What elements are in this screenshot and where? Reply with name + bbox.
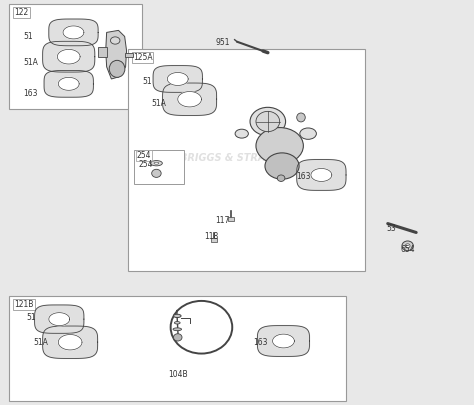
Polygon shape	[58, 335, 82, 350]
Polygon shape	[44, 70, 93, 97]
Polygon shape	[178, 92, 201, 107]
Polygon shape	[49, 313, 70, 326]
Bar	[211, 238, 217, 242]
Text: 122: 122	[14, 8, 28, 17]
Bar	[128, 49, 365, 271]
Text: 163: 163	[296, 172, 311, 181]
Polygon shape	[167, 72, 188, 85]
Circle shape	[405, 244, 410, 248]
Text: 254: 254	[137, 151, 151, 160]
Polygon shape	[297, 160, 346, 190]
Text: 51A: 51A	[152, 99, 166, 108]
Text: 951: 951	[216, 38, 230, 47]
Polygon shape	[163, 83, 217, 115]
Polygon shape	[43, 326, 98, 358]
Ellipse shape	[109, 60, 125, 77]
Ellipse shape	[250, 107, 285, 136]
Polygon shape	[43, 41, 95, 72]
Ellipse shape	[235, 129, 248, 138]
Circle shape	[402, 241, 413, 251]
Polygon shape	[35, 305, 84, 333]
Ellipse shape	[256, 128, 303, 164]
Polygon shape	[106, 30, 127, 79]
Bar	[9, 4, 142, 109]
Polygon shape	[153, 66, 202, 92]
Bar	[98, 47, 107, 57]
Polygon shape	[49, 19, 98, 46]
Text: 51A: 51A	[33, 338, 48, 347]
Ellipse shape	[300, 128, 316, 139]
Ellipse shape	[297, 113, 305, 122]
Ellipse shape	[265, 153, 299, 179]
Text: 118: 118	[204, 232, 218, 241]
Bar	[228, 217, 234, 221]
Text: 654: 654	[401, 245, 415, 254]
Text: 51A: 51A	[24, 58, 38, 67]
Text: 104B: 104B	[168, 370, 188, 379]
Polygon shape	[58, 77, 79, 90]
Circle shape	[152, 169, 161, 177]
Text: 51: 51	[26, 313, 36, 322]
Text: 51: 51	[24, 32, 33, 41]
Text: 121B: 121B	[14, 300, 34, 309]
Circle shape	[173, 334, 182, 341]
Text: 254: 254	[139, 160, 154, 168]
Bar	[134, 150, 184, 184]
Text: 163: 163	[24, 89, 38, 98]
Text: BRIGGS & STRATTON: BRIGGS & STRATTON	[180, 153, 294, 163]
Ellipse shape	[174, 322, 180, 324]
Text: 51: 51	[142, 77, 152, 85]
Polygon shape	[273, 334, 294, 348]
Ellipse shape	[173, 314, 181, 318]
Bar	[9, 296, 346, 401]
Circle shape	[277, 175, 285, 181]
Ellipse shape	[110, 37, 120, 44]
Ellipse shape	[151, 161, 162, 166]
Polygon shape	[63, 26, 84, 39]
Text: 163: 163	[254, 338, 268, 347]
Polygon shape	[311, 168, 332, 181]
Ellipse shape	[173, 328, 182, 330]
Ellipse shape	[154, 162, 159, 164]
Text: 125A: 125A	[133, 53, 152, 62]
Text: 53: 53	[386, 224, 396, 233]
Bar	[125, 53, 133, 57]
Polygon shape	[57, 49, 80, 64]
Circle shape	[256, 111, 280, 132]
Text: 117: 117	[215, 216, 229, 225]
Polygon shape	[257, 326, 310, 356]
